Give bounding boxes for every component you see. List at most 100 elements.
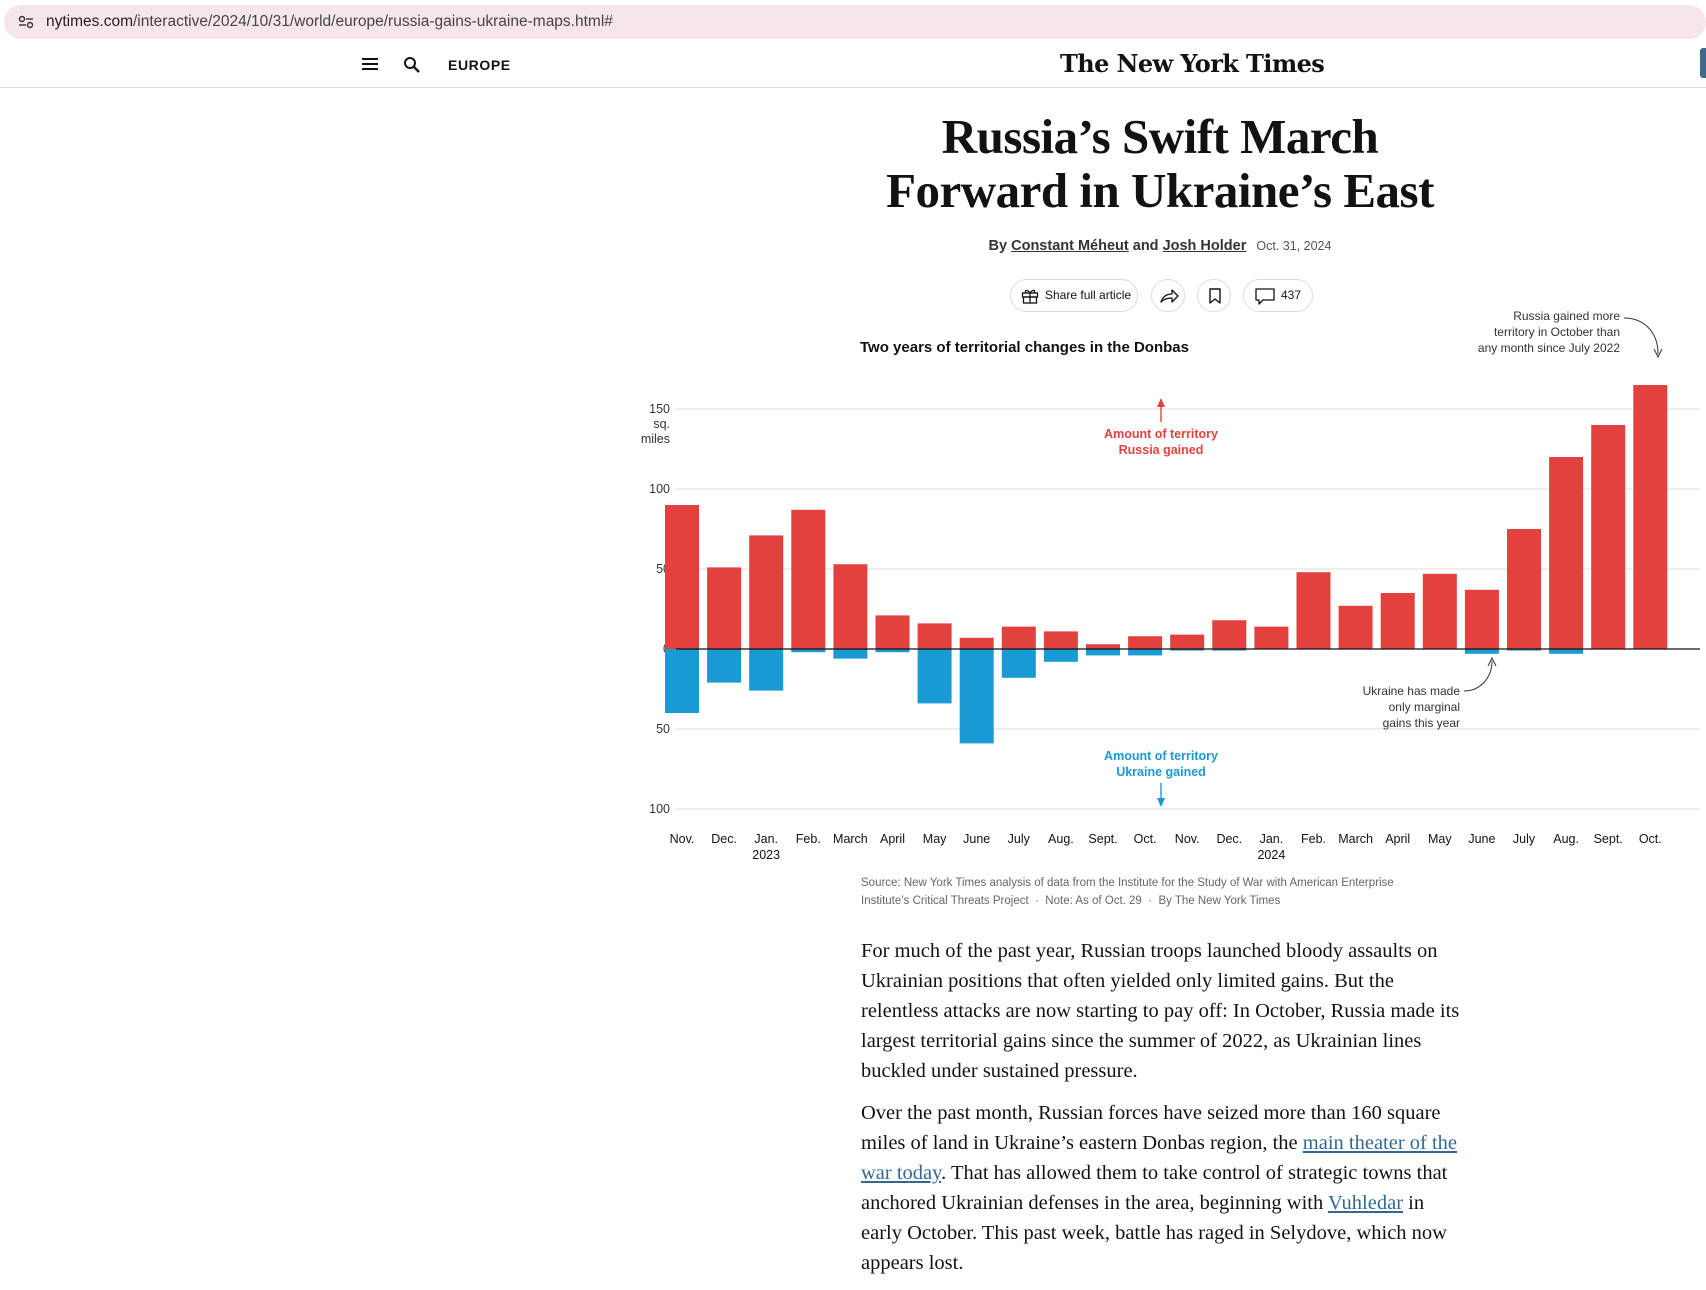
marginal-annotation-leader [1463, 660, 1493, 692]
russia-bar [1086, 644, 1120, 649]
source-note: Note: As of Oct. 29 [1045, 895, 1142, 907]
ukraine-bar [875, 649, 910, 653]
page-title: Russia’s Swift March Forward in Ukraine’… [850, 110, 1470, 218]
byline-by: By [988, 238, 1008, 254]
paragraph-2: Over the past month, Russian forces have… [861, 1098, 1467, 1278]
ukraine-bar [1001, 649, 1036, 678]
ukraine-bar [791, 649, 826, 653]
site-header: EUROPE The New York Times [0, 44, 1706, 88]
russia-bar [1422, 573, 1457, 649]
separator-dot: · [1141, 895, 1159, 907]
y-tick-label: 150 [649, 402, 670, 416]
russia-bar [1128, 636, 1163, 649]
source-line-2-row: Institute’s Critical Threats Project · N… [861, 892, 1394, 910]
bookmark-icon [1209, 288, 1221, 304]
x-tick-label: Jan. [754, 832, 778, 846]
russia-bar [1338, 605, 1373, 649]
x-year-label: 2024 [1257, 848, 1285, 862]
paragraph-2-text-a: Over the past month, Russian forces have… [861, 1102, 1441, 1154]
russia-bar [1549, 457, 1584, 649]
x-tick-label: April [880, 832, 905, 846]
x-tick-label: Aug. [1553, 832, 1579, 846]
marginal-annotation-arrow-icon [1487, 656, 1497, 667]
url-host: nytimes.com [46, 13, 133, 30]
y-unit-label: miles [641, 432, 670, 446]
x-tick-label: Sept. [1594, 832, 1623, 846]
x-tick-label: May [923, 832, 947, 846]
hamburger-menu-icon[interactable] [362, 57, 378, 71]
article-body: For much of the past year, Russian troop… [861, 936, 1467, 1290]
ukraine-gained-label: Amount of territory [1104, 749, 1218, 763]
section-link-europe[interactable]: EUROPE [448, 57, 511, 73]
ukraine-bar [1464, 649, 1499, 654]
ukraine-bar [1170, 649, 1205, 651]
main-theater-link[interactable]: main theater of the war today [861, 1132, 1458, 1184]
share-full-article-button[interactable]: Share full article [1010, 279, 1138, 312]
ukraine-bar [665, 649, 699, 713]
x-tick-label: Feb. [796, 832, 821, 846]
paragraph-2-text-c: in early October. This past week, battle… [861, 1192, 1447, 1274]
ukraine-bar [749, 649, 784, 691]
russia-bar [959, 637, 994, 649]
russia-bar [917, 623, 952, 649]
ukraine-bar [1086, 649, 1120, 656]
edge-tab[interactable] [1700, 48, 1706, 78]
x-tick-label: Nov. [670, 832, 695, 846]
author-link-2[interactable]: Josh Holder [1162, 238, 1247, 254]
peak-annotation-arrow-icon [1653, 348, 1663, 359]
russia-bar [665, 505, 699, 649]
vuhledar-link[interactable]: Vuhledar [1327, 1192, 1404, 1214]
peak-annotation: Russia gained more [1513, 310, 1620, 323]
paragraph-2-text-b: . That has allowed them to take control … [861, 1162, 1448, 1214]
x-tick-label: June [963, 832, 990, 846]
x-tick-label: Feb. [1301, 832, 1326, 846]
headline-line-1: Russia’s Swift March [941, 109, 1379, 164]
search-icon[interactable] [403, 56, 421, 74]
author-link-1[interactable]: Constant Méheut [1011, 238, 1129, 254]
comment-icon [1255, 288, 1275, 305]
ukraine-bar [833, 649, 868, 659]
ukraine-bar [1212, 649, 1247, 651]
russia-bar [1296, 572, 1331, 649]
chart-canvas: Two years of territorial changes in the … [641, 310, 1700, 862]
russia-gained-label: Amount of territory [1104, 427, 1218, 441]
x-tick-label: Dec. [711, 832, 737, 846]
source-credit: By The New York Times [1158, 895, 1281, 907]
url-field[interactable]: nytimes.com/interactive/2024/10/31/world… [4, 5, 1706, 39]
ukraine-gained-label: Ukraine gained [1116, 765, 1206, 779]
publish-date: Oct. 31, 2024 [1256, 239, 1332, 253]
nyt-logo[interactable]: The New York Times [1060, 49, 1325, 78]
share-arrow-icon [1160, 289, 1179, 303]
ukraine-bar [1507, 649, 1541, 651]
x-tick-label: Oct. [1134, 832, 1157, 846]
russia-bar [707, 567, 742, 649]
comments-button[interactable]: 437 [1243, 279, 1313, 312]
x-tick-label: Jan. [1260, 832, 1284, 846]
x-tick-label: July [1513, 832, 1536, 846]
marginal-annotation: gains this year [1383, 716, 1460, 730]
paragraph-1: For much of the past year, Russian troop… [861, 940, 1460, 1082]
territory-bar-chart: Two years of territorial changes in the … [620, 310, 1706, 930]
save-button[interactable] [1197, 279, 1231, 312]
russia-bar [791, 509, 826, 649]
y-unit-label: sq. [653, 417, 670, 431]
share-button[interactable] [1151, 279, 1185, 312]
chart-source: Source: New York Times analysis of data … [861, 874, 1394, 910]
url-text[interactable]: nytimes.com/interactive/2024/10/31/world… [46, 13, 613, 31]
byline: By Constant Méheut and Josh Holder Oct. … [850, 238, 1470, 254]
chart-title: Two years of territorial changes in the … [860, 339, 1189, 356]
russia-bar [1170, 634, 1205, 649]
site-settings-icon[interactable] [18, 15, 34, 29]
peak-annotation-leader [1623, 317, 1659, 355]
browser-address-bar: nytimes.com/interactive/2024/10/31/world… [0, 0, 1706, 44]
ukraine-bar [959, 649, 994, 744]
x-tick-label: June [1468, 832, 1495, 846]
peak-annotation: territory in October than [1494, 325, 1620, 339]
russia-bar [749, 535, 784, 649]
russia-bar [875, 615, 910, 649]
y-tick-label: 50 [656, 722, 670, 736]
x-tick-label: Nov. [1175, 832, 1200, 846]
x-tick-label: Oct. [1639, 832, 1662, 846]
ukraine-arrow-icon [1157, 798, 1165, 807]
x-tick-label: Dec. [1216, 832, 1242, 846]
